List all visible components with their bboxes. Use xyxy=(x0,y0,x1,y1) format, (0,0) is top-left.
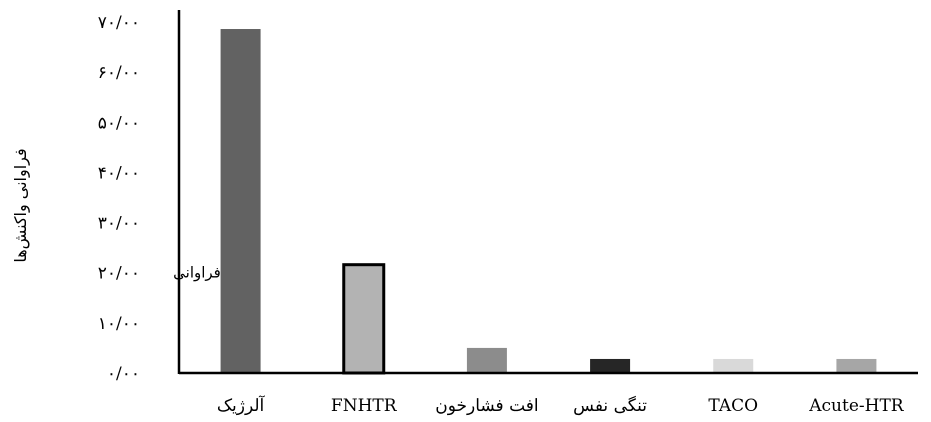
bar xyxy=(590,358,631,373)
y-tick-label: ۷۰/۰۰ xyxy=(98,13,140,33)
x-category-label: آلرژیک xyxy=(217,394,266,416)
x-axis-categories: آلرژیک FNHTR افت فشارخون تنگی نفس TACO Acute-… xyxy=(217,394,905,416)
y-axis-ticks: ۰/۰۰ ۱۰/۰۰ ۲۰/۰۰ ۳۰/۰۰ ۴۰/۰۰ ۵۰/۰۰ ۶۰/۰۰ ۷۰/۰۰ xyxy=(98,13,140,384)
y-tick-label: ۳۰/۰۰ xyxy=(98,214,140,234)
bars xyxy=(220,29,877,375)
y-tick-label: ۱۰/۰۰ xyxy=(98,314,140,334)
y-tick-label: ۵۰/۰۰ xyxy=(98,113,140,133)
x-category-label: افت فشارخون xyxy=(435,396,538,416)
y-tick-label: ۲۰/۰۰ xyxy=(98,264,140,284)
bar xyxy=(836,358,877,373)
x-category-label: Acute-HTR xyxy=(808,396,905,416)
y-axis-label: فراوانی واکنش‌ها xyxy=(11,148,31,262)
x-category-label: TACO xyxy=(708,396,758,416)
x-category-label: تنگی نفس xyxy=(573,395,647,416)
bar xyxy=(713,358,754,373)
y-tick-label: ۶۰/۰۰ xyxy=(98,63,140,83)
y-tick-label: ۴۰/۰۰ xyxy=(98,163,140,183)
bar xyxy=(342,263,386,375)
x-category-label: FNHTR xyxy=(331,396,398,416)
bar xyxy=(220,29,261,374)
y-tick-label: ۰/۰۰ xyxy=(107,364,140,384)
series-label: فراوانی xyxy=(173,264,221,282)
bar xyxy=(466,347,507,373)
